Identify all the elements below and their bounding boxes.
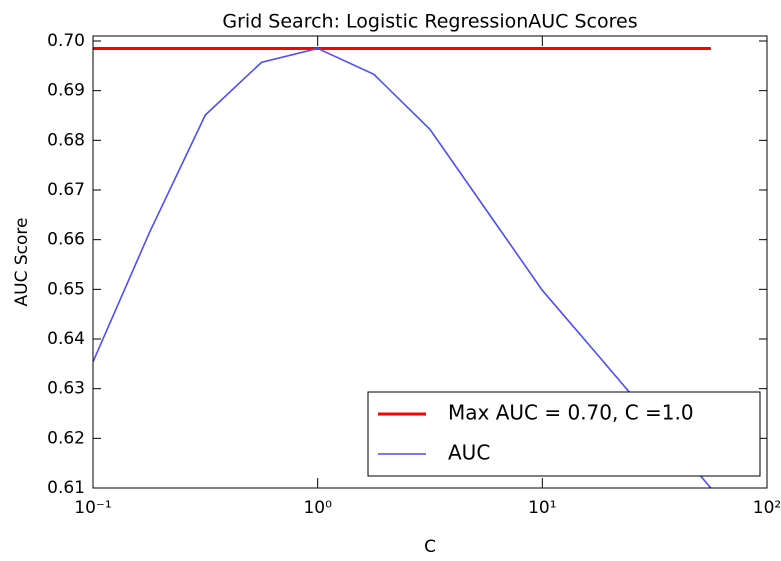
y-tick-label: 0.66 — [47, 230, 85, 250]
y-tick-label: 0.69 — [47, 81, 85, 101]
legend-label: AUC — [448, 441, 490, 465]
y-tick-label: 0.67 — [47, 180, 85, 200]
y-tick-label: 0.68 — [47, 130, 85, 150]
y-axis-label: AUC Score — [12, 218, 32, 307]
x-tick-label: 10⁰ — [303, 498, 332, 518]
x-axis-label: C — [424, 537, 436, 557]
legend-box — [367, 391, 761, 477]
plot-frame — [92, 35, 768, 489]
plot-area — [93, 46, 712, 488]
x-tick-label: 10¹ — [528, 498, 556, 518]
y-tick-label: 0.65 — [47, 279, 85, 299]
legend-label: Max AUC = 0.70, C =1.0 — [448, 401, 694, 425]
y-tick-label: 0.61 — [47, 478, 85, 498]
y-tick-label: 0.70 — [47, 31, 85, 51]
y-tick-label: 0.64 — [47, 329, 85, 349]
y-tick-label: 0.62 — [47, 428, 85, 448]
x-tick-label: 10⁻¹ — [74, 498, 111, 518]
y-tick-label: 0.63 — [47, 379, 85, 399]
chart-title: Grid Search: Logistic RegressionAUC Scor… — [222, 11, 637, 33]
x-tick-label: 10² — [753, 498, 781, 518]
series-line — [93, 47, 712, 488]
